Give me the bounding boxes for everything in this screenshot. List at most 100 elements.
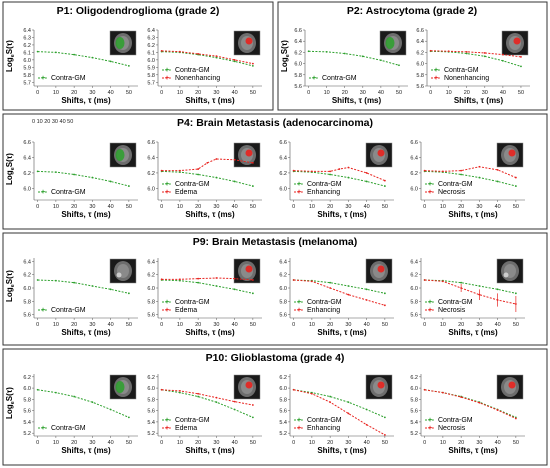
x-tick-label: 30 <box>345 440 351 446</box>
mri-thumbnail <box>365 258 393 284</box>
mri-thumbnail <box>379 30 407 56</box>
data-point <box>109 180 112 183</box>
y-tick-label: 6.2 <box>23 171 31 177</box>
series-line-edema <box>161 277 253 281</box>
series-line-contra-gm <box>161 170 254 187</box>
x-tick-label: 30 <box>476 440 482 446</box>
x-tick-label: 0 <box>292 204 295 210</box>
data-point <box>73 173 76 176</box>
y-tick-label: 6.4 <box>294 39 302 45</box>
mri-thumbnail <box>501 30 529 56</box>
y-tick-label: 6.0 <box>410 386 418 392</box>
subplot-p4-2: 6.0 6.2 6.4 6.6 0 10 20 30 40 50 Shifts, τ (ms) + Co… <box>147 140 262 219</box>
series-line-contra-gm <box>161 279 253 294</box>
legend: + Contra-GM + Necrosis <box>425 417 473 432</box>
y-tick-label: 5.4 <box>147 420 155 426</box>
data-point <box>178 390 181 392</box>
data-point <box>520 55 522 58</box>
x-tick-label: 30 <box>213 204 219 210</box>
data-point <box>514 292 517 295</box>
panel-frame <box>2 1 274 111</box>
roi-tumor <box>377 149 385 157</box>
y-tick-label: 6.0 <box>147 286 155 292</box>
data-point <box>429 49 432 52</box>
legend: + Contra-GM + Enhancing <box>294 417 342 432</box>
legend: + Contra-GM <box>38 307 86 314</box>
data-point <box>197 173 200 176</box>
x-tick-label: 30 <box>476 322 482 328</box>
legend-label: Contra-GM <box>51 425 86 432</box>
data-point <box>178 278 181 281</box>
legend-marker: + <box>297 425 301 432</box>
data-point <box>496 288 499 291</box>
stray-tick-row: 0 10 20 30 40 50 <box>32 119 73 125</box>
panel-title: P2: Astrocytoma (grade 2) <box>347 5 477 17</box>
x-tick-label: 10 <box>440 322 446 328</box>
y-tick-label: 6.2 <box>279 273 287 279</box>
subplot-p10-2: 5.2 5.4 5.6 5.8 6.0 6.2 0 10 20 30 40 50 Shifts, τ (… <box>147 374 262 455</box>
data-point <box>338 168 341 170</box>
legend-label: Edema <box>175 425 197 432</box>
mri-thumbnail <box>496 374 524 400</box>
series-line-contra-gm <box>161 51 253 67</box>
y-tick-label: 5.6 <box>23 409 31 415</box>
legend-marker: + <box>312 75 316 82</box>
x-axis-label: Shifts, τ (ms) <box>448 210 498 219</box>
data-point <box>91 401 94 404</box>
data-point <box>329 287 332 289</box>
data-point <box>73 281 76 284</box>
data-point <box>460 169 463 172</box>
y-tick-label: 6.0 <box>279 386 287 392</box>
data-point <box>233 180 236 183</box>
data-point <box>251 64 254 67</box>
legend-label: Necrosis <box>438 189 466 196</box>
data-point <box>347 176 350 179</box>
y-axis-label: LogeS(τ) <box>5 40 16 72</box>
roi-region <box>116 272 122 278</box>
legend-marker: + <box>428 181 432 188</box>
legend-marker: + <box>297 417 301 424</box>
y-tick-label: 6.4 <box>147 155 155 161</box>
x-tick-label: 0 <box>36 204 39 210</box>
x-tick-label: 30 <box>89 204 95 210</box>
data-point <box>343 52 346 55</box>
x-tick-label: 40 <box>364 322 370 328</box>
legend-label: Contra-GM <box>438 417 473 424</box>
data-point <box>441 280 444 283</box>
y-tick-label: 5.6 <box>410 409 418 415</box>
legend-marker: + <box>434 67 438 74</box>
legend-marker: + <box>41 425 45 432</box>
x-tick-label: 40 <box>500 90 506 96</box>
y-tick-label: 5.6 <box>147 409 155 415</box>
series-line-contra-gm <box>37 389 130 418</box>
data-point <box>127 185 130 187</box>
mri-thumbnail <box>109 374 137 400</box>
legend-label: Necrosis <box>438 425 466 432</box>
legend-marker: + <box>434 75 438 82</box>
panel-title: P9: Brain Metastasis (melanoma) <box>193 236 358 248</box>
x-tick-label: 20 <box>71 90 77 96</box>
data-point <box>383 416 386 419</box>
data-point <box>215 158 218 160</box>
y-tick-label: 5.6 <box>23 313 31 319</box>
y-tick-label: 6.0 <box>147 58 155 64</box>
data-point <box>251 279 254 281</box>
y-tick-label: 6.2 <box>23 43 31 49</box>
roi-tumor <box>245 37 253 45</box>
data-point <box>383 179 386 182</box>
y-tick-label: 6.6 <box>294 28 302 34</box>
data-point <box>310 280 313 283</box>
y-tick-label: 6.0 <box>410 286 418 292</box>
mri-thumbnail <box>365 142 393 168</box>
data-point <box>91 285 94 287</box>
x-tick-label: 50 <box>126 440 132 446</box>
subplot-p1-1: 5.75.8 5.96.0 6.16.2 6.36.4 0 10 20 30 40 50 Shift… <box>5 28 138 105</box>
x-tick-label: 50 <box>126 322 132 328</box>
series-line-contra-gm <box>161 389 254 418</box>
data-point <box>310 170 313 173</box>
data-point <box>496 180 499 183</box>
x-tick-label: 30 <box>482 90 488 96</box>
roi-tumor <box>508 149 516 157</box>
data-point <box>160 50 163 52</box>
series-line-necrosis <box>424 279 516 305</box>
